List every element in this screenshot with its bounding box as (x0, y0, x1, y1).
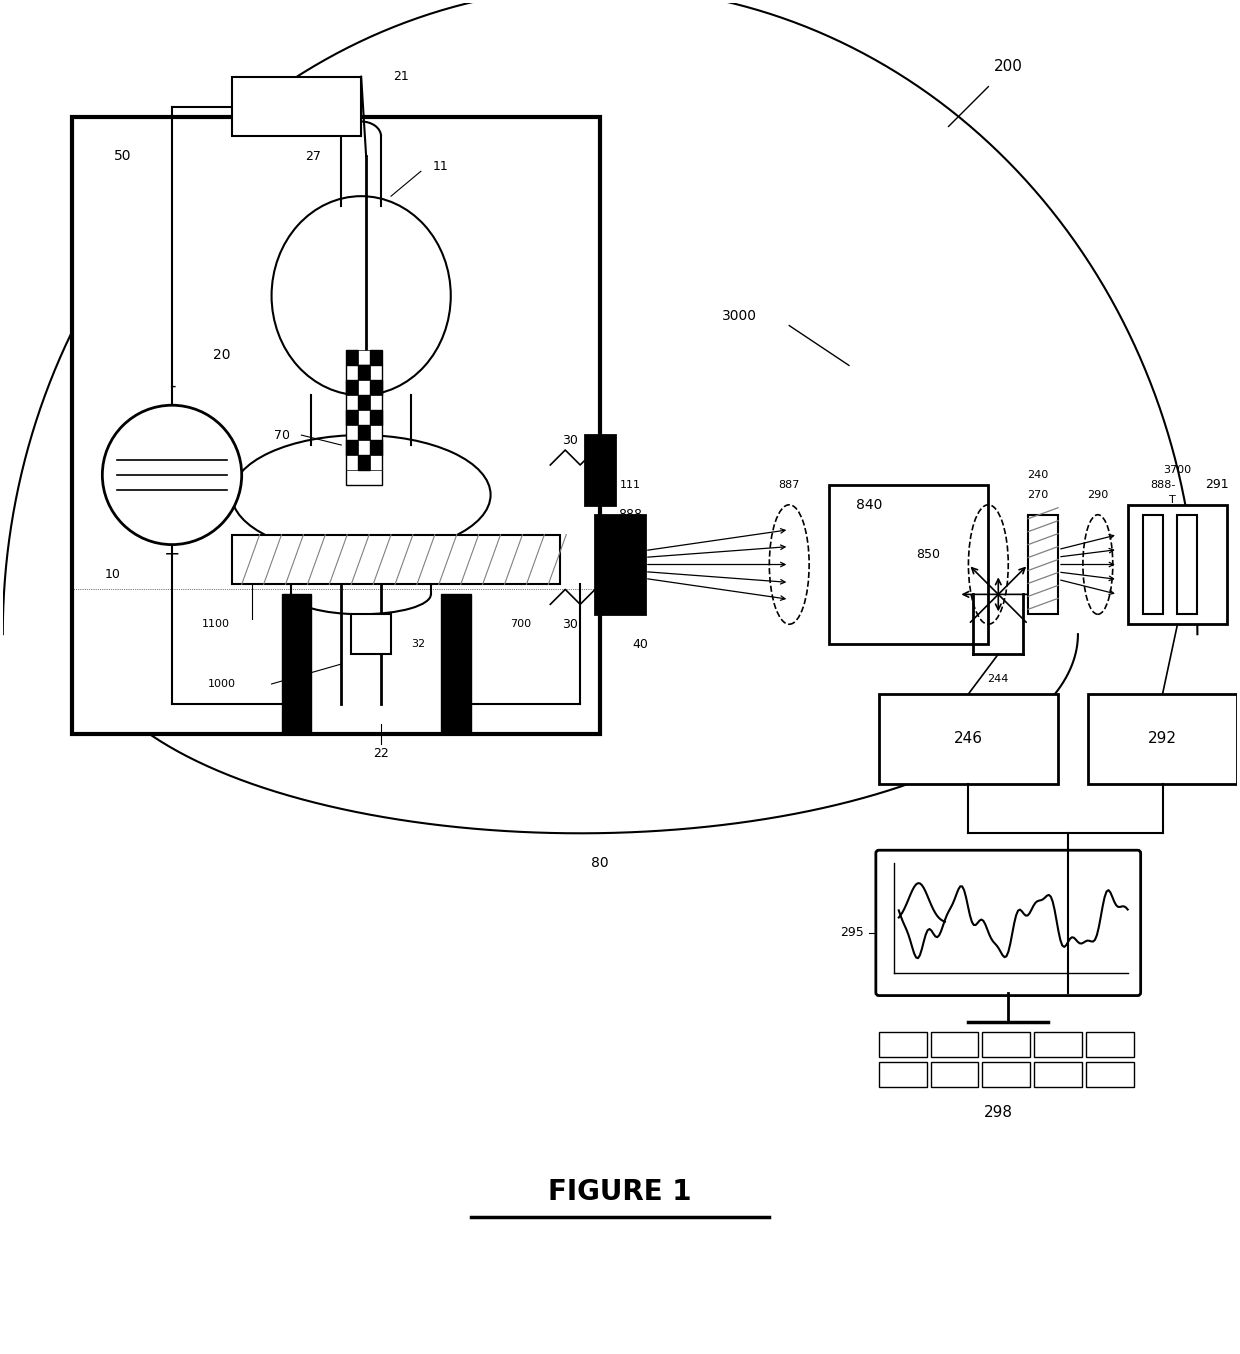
Bar (358, 455, 370, 470)
Bar (930, 1063, 978, 1087)
Text: 1000: 1000 (208, 678, 236, 689)
Circle shape (103, 405, 242, 544)
Text: 291: 291 (1205, 478, 1229, 492)
Bar (346, 440, 358, 455)
Bar (930, 1032, 978, 1057)
Bar (370, 410, 382, 425)
Text: 290: 290 (1087, 490, 1109, 500)
Text: 80: 80 (591, 856, 609, 871)
Text: 888-: 888- (1149, 479, 1176, 490)
Text: 240: 240 (1028, 470, 1049, 479)
Bar (1142, 515, 1163, 615)
Bar (346, 395, 358, 410)
Text: 246: 246 (954, 731, 983, 746)
Bar (1086, 1032, 1133, 1057)
Bar (370, 366, 382, 380)
Bar (346, 366, 382, 485)
Text: 32: 32 (410, 639, 425, 649)
Bar (982, 1063, 1030, 1087)
Text: 22: 22 (373, 747, 389, 760)
Ellipse shape (232, 435, 491, 555)
Bar (358, 395, 370, 410)
Text: 244: 244 (987, 674, 1009, 684)
Text: 295: 295 (841, 926, 864, 940)
Text: 850: 850 (916, 548, 941, 561)
Text: 111: 111 (620, 479, 640, 490)
Bar (358, 380, 370, 395)
Bar (370, 351, 382, 366)
Bar (346, 410, 358, 425)
Bar (1034, 1032, 1083, 1057)
Bar (346, 366, 358, 380)
Bar (595, 515, 645, 615)
Bar (1178, 515, 1198, 615)
Bar (351, 615, 391, 654)
Polygon shape (351, 356, 381, 386)
Bar (830, 485, 988, 645)
Text: 30: 30 (562, 617, 578, 631)
Bar (346, 425, 358, 440)
Text: 70: 70 (274, 429, 289, 441)
Bar (232, 77, 361, 137)
Bar (358, 366, 370, 380)
Text: T: T (1169, 494, 1176, 505)
Text: 10: 10 (104, 567, 120, 581)
Bar (370, 380, 382, 395)
Text: 30: 30 (562, 433, 578, 447)
Text: 700: 700 (510, 619, 531, 630)
Bar (358, 440, 370, 455)
FancyBboxPatch shape (875, 850, 1141, 995)
Bar (346, 455, 358, 470)
Text: 888: 888 (618, 508, 642, 521)
Text: 292: 292 (1148, 731, 1177, 746)
Bar (370, 440, 382, 455)
Bar (1028, 515, 1058, 615)
Text: 10-1: 10-1 (283, 100, 310, 114)
Bar (72, 116, 600, 734)
Bar (1127, 505, 1228, 624)
Bar (879, 1032, 926, 1057)
Bar (982, 1032, 1030, 1057)
Bar (358, 351, 370, 366)
Bar (346, 351, 358, 366)
Bar (440, 594, 471, 734)
Bar (1087, 693, 1238, 784)
Bar (281, 594, 311, 734)
Bar (1086, 1063, 1133, 1087)
Text: 200: 200 (993, 60, 1023, 74)
Bar (585, 435, 615, 505)
Text: -: - (169, 376, 175, 394)
Text: +: + (164, 546, 180, 565)
Bar (370, 455, 382, 470)
Text: 270: 270 (1028, 490, 1049, 500)
Text: 50: 50 (114, 149, 131, 164)
Bar (1034, 1063, 1083, 1087)
Text: FIGURE 1: FIGURE 1 (548, 1178, 692, 1205)
Text: 40: 40 (632, 638, 647, 651)
Text: 20: 20 (213, 348, 231, 363)
Bar (879, 693, 1058, 784)
Text: 887: 887 (779, 479, 800, 490)
Bar (879, 1063, 926, 1087)
Bar (370, 425, 382, 440)
Text: 298: 298 (983, 1105, 1013, 1120)
Text: 1100: 1100 (202, 619, 229, 630)
Bar (358, 410, 370, 425)
Bar (346, 380, 358, 395)
Bar (370, 395, 382, 410)
Text: 21: 21 (393, 70, 409, 83)
Text: 11: 11 (433, 160, 449, 173)
Text: 27: 27 (305, 150, 321, 162)
Text: 840: 840 (856, 498, 882, 512)
Text: 3700: 3700 (1163, 464, 1192, 475)
Bar (358, 425, 370, 440)
Ellipse shape (272, 196, 451, 395)
Bar (232, 535, 560, 585)
Text: 3000: 3000 (722, 309, 756, 322)
